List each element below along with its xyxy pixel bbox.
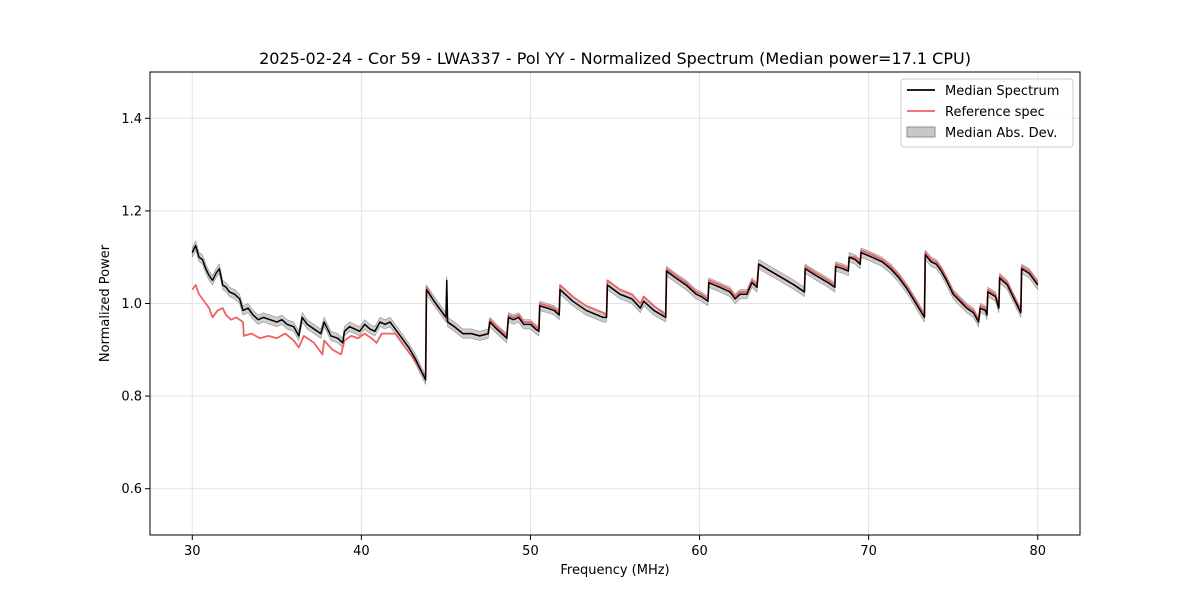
x-tick-label: 80 (1029, 544, 1046, 559)
x-tick-label: 60 (691, 544, 708, 559)
x-tick-label: 40 (353, 544, 370, 559)
y-axis: 0.6 0.8 1.0 1.2 1.4 (121, 112, 150, 497)
y-tick-label: 1.4 (121, 112, 142, 127)
y-tick-label: 0.8 (121, 390, 142, 405)
x-tick-label: 30 (184, 544, 201, 559)
legend-label-reference: Reference spec (945, 105, 1045, 120)
median-spectrum-line (191, 244, 1039, 381)
legend: Median Spectrum Reference spec Median Ab… (900, 78, 1074, 148)
x-axis: 30 40 50 60 70 80 (184, 535, 1046, 559)
x-axis-label: Frequency (MHz) (560, 563, 669, 578)
y-tick-label: 0.6 (121, 482, 142, 497)
x-tick-label: 50 (522, 544, 539, 559)
y-tick-label: 1.0 (121, 297, 142, 312)
legend-swatch-mad (906, 126, 936, 138)
y-tick-label: 1.2 (121, 204, 142, 219)
x-tick-label: 70 (860, 544, 877, 559)
chart-title: 2025-02-24 - Cor 59 - LWA337 - Pol YY - … (259, 49, 971, 68)
legend-box (900, 78, 1074, 148)
legend-label-mad: Median Abs. Dev. (945, 126, 1057, 141)
series-lines (191, 244, 1039, 381)
y-axis-label: Normalized Power (98, 244, 113, 362)
legend-label-median: Median Spectrum (945, 84, 1059, 99)
